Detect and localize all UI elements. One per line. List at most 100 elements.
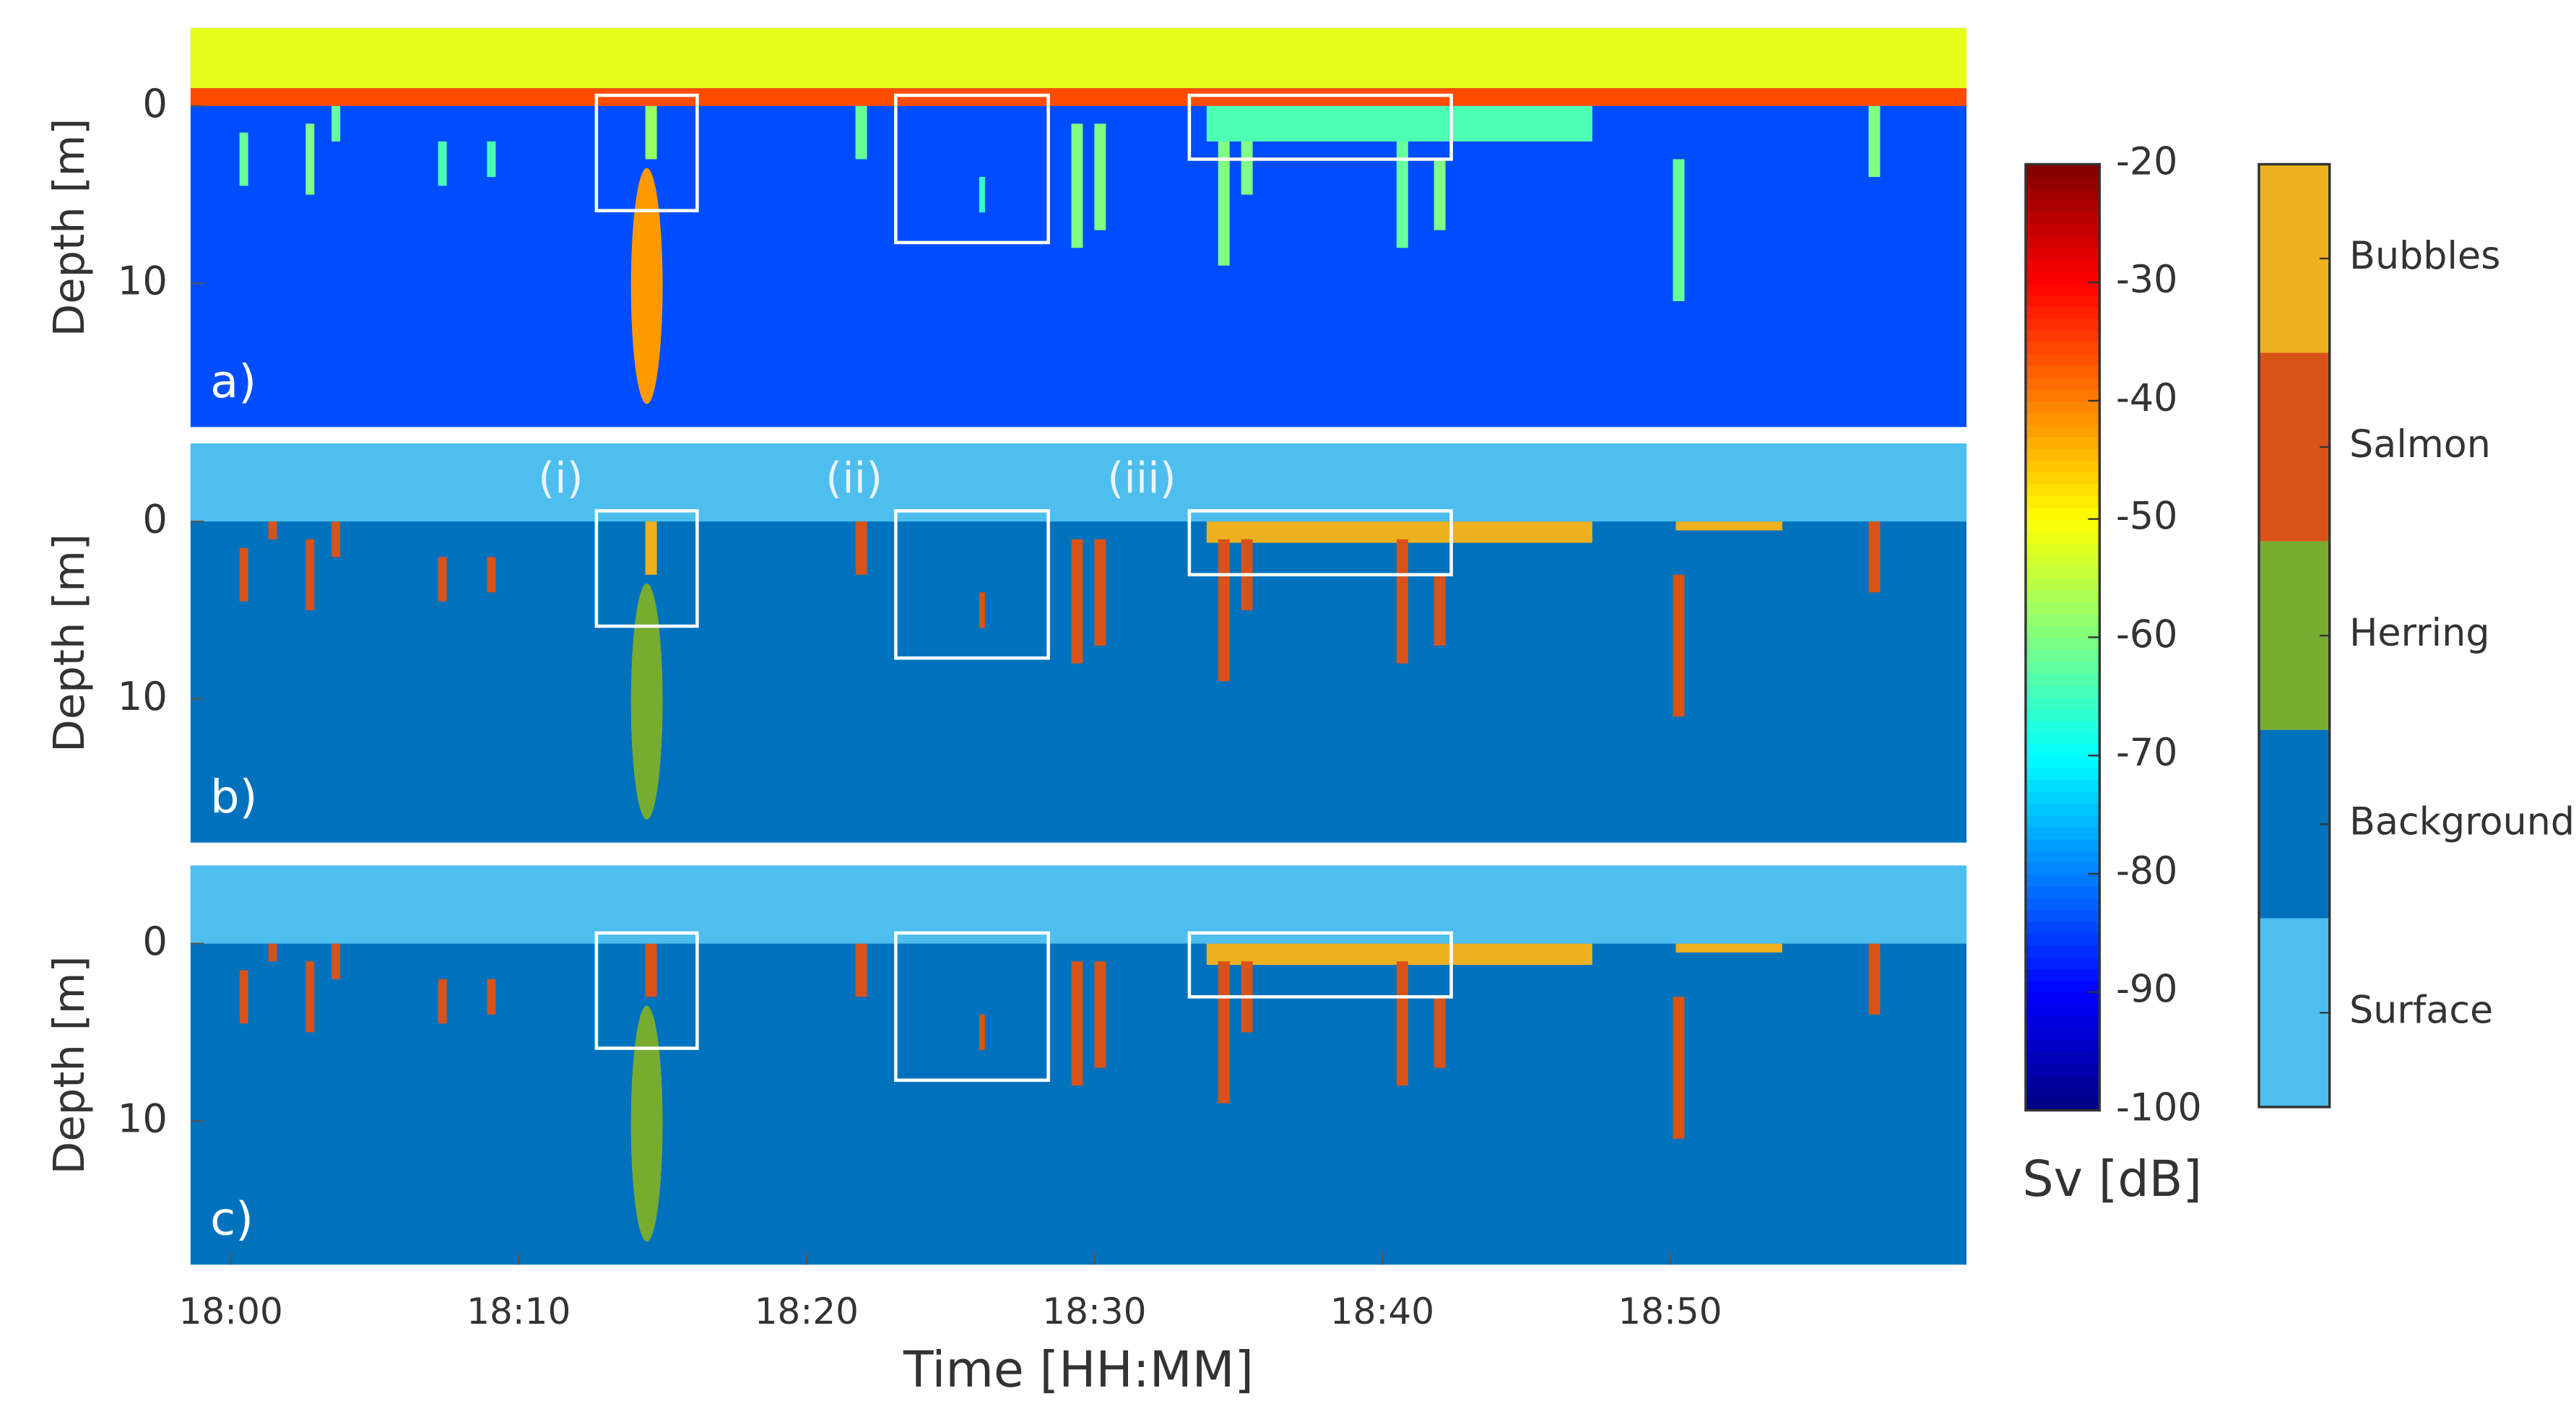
colorbar-step bbox=[2025, 188, 2100, 201]
target bbox=[305, 123, 315, 195]
target bbox=[1071, 539, 1083, 664]
colorbar-step bbox=[2025, 696, 2100, 709]
colorbar-step bbox=[2025, 472, 2100, 485]
colorbar-step bbox=[2025, 791, 2100, 804]
target bbox=[1868, 105, 1881, 177]
colorbar-step bbox=[2025, 838, 2100, 851]
target bbox=[268, 943, 277, 962]
target bbox=[1868, 521, 1881, 593]
colorbar-step bbox=[2025, 992, 2100, 1005]
colorbar-step bbox=[2025, 945, 2100, 958]
colorbar-tick-label: -30 bbox=[2116, 258, 2177, 302]
colorbar-step bbox=[2025, 448, 2100, 461]
colorbar-step bbox=[2025, 1075, 2100, 1088]
colorbar-step bbox=[2025, 282, 2100, 295]
colorbar-step bbox=[2025, 802, 2100, 816]
colorbar-step bbox=[2025, 767, 2100, 781]
colorbar-step bbox=[2025, 270, 2100, 284]
colorbar-step bbox=[2025, 862, 2100, 875]
target bbox=[1673, 997, 1685, 1139]
colorbar-step bbox=[2025, 377, 2100, 390]
target bbox=[331, 521, 341, 558]
y-tick-label: 0 bbox=[142, 80, 168, 126]
target bbox=[1206, 521, 1592, 543]
target bbox=[1673, 159, 1685, 301]
colorbar-step bbox=[2025, 175, 2100, 189]
colorbar-tick-label: -80 bbox=[2116, 849, 2177, 893]
colorbar-step bbox=[2025, 235, 2100, 248]
target bbox=[1218, 123, 1230, 266]
colorbar-step bbox=[2025, 305, 2100, 319]
legend-frame bbox=[2258, 162, 2331, 1109]
target bbox=[190, 865, 1967, 944]
target bbox=[979, 176, 985, 213]
colorbar-step bbox=[2025, 1051, 2100, 1064]
target bbox=[190, 443, 1967, 522]
target bbox=[1434, 997, 1446, 1068]
colorbar-label: Sv [dB] bbox=[2022, 1151, 2202, 1208]
colorbar-step bbox=[2025, 459, 2100, 473]
colorbar-tick-label: -90 bbox=[2116, 968, 2177, 1012]
target bbox=[438, 141, 447, 186]
colorbar-step bbox=[2025, 909, 2100, 922]
colorbar-step bbox=[2025, 519, 2100, 532]
target bbox=[268, 521, 277, 539]
colorbar-step bbox=[2025, 1062, 2100, 1076]
colorbar-step bbox=[2025, 507, 2100, 520]
target bbox=[438, 979, 447, 1024]
colorbar-step bbox=[2025, 531, 2100, 544]
school bbox=[630, 584, 663, 820]
target bbox=[979, 592, 985, 628]
colorbar-step bbox=[2025, 495, 2100, 508]
colorbar-step bbox=[2025, 932, 2100, 946]
colorbar-step bbox=[2025, 400, 2100, 414]
colorbar-step bbox=[2025, 956, 2100, 970]
x-tick-label: 18:00 bbox=[179, 1291, 283, 1332]
target bbox=[1071, 961, 1083, 1086]
colorbar-step bbox=[2025, 672, 2100, 686]
colorbar-tick-label: -40 bbox=[2116, 376, 2177, 420]
target bbox=[855, 943, 867, 997]
target bbox=[487, 141, 496, 177]
y-tick-label: 10 bbox=[118, 673, 168, 719]
target bbox=[1206, 105, 1592, 142]
colorbar-step bbox=[2025, 708, 2100, 721]
target bbox=[1673, 574, 1685, 717]
target bbox=[1396, 961, 1408, 1086]
target bbox=[190, 27, 1967, 89]
target bbox=[487, 979, 496, 1015]
target bbox=[239, 970, 248, 1024]
colorbar-step bbox=[2025, 353, 2100, 366]
target bbox=[239, 132, 248, 186]
colorbar-step bbox=[2025, 637, 2100, 650]
target bbox=[855, 521, 867, 575]
colorbar-step bbox=[2025, 259, 2100, 272]
x-tick-label: 18:10 bbox=[467, 1291, 571, 1332]
colorbar-step bbox=[2025, 743, 2100, 757]
colorbar-step bbox=[2025, 921, 2100, 934]
colorbar-tick-label: -50 bbox=[2116, 495, 2177, 539]
target bbox=[305, 539, 315, 610]
colorbar-step bbox=[2025, 329, 2100, 343]
target bbox=[1094, 961, 1106, 1068]
colorbar-step bbox=[2025, 885, 2100, 898]
colorbar-step bbox=[2025, 1039, 2100, 1052]
colorbar-step bbox=[2025, 554, 2100, 568]
colorbar-step bbox=[2025, 211, 2100, 225]
colorbar-step bbox=[2025, 778, 2100, 792]
y-tick-label: 10 bbox=[118, 258, 168, 304]
colorbar-tick-label: -60 bbox=[2116, 612, 2177, 656]
highlight-box bbox=[894, 93, 1050, 245]
highlight-box bbox=[594, 93, 699, 212]
highlight-box bbox=[1187, 509, 1453, 577]
colorbar-step bbox=[2025, 815, 2100, 828]
colorbar-step bbox=[2025, 247, 2100, 260]
x-tick-label: 18:40 bbox=[1330, 1291, 1434, 1332]
target bbox=[305, 961, 315, 1033]
target bbox=[331, 105, 341, 142]
target bbox=[1218, 961, 1230, 1103]
target bbox=[855, 105, 867, 160]
legend-swatch bbox=[2258, 729, 2330, 919]
colorbar-step bbox=[2025, 578, 2100, 591]
